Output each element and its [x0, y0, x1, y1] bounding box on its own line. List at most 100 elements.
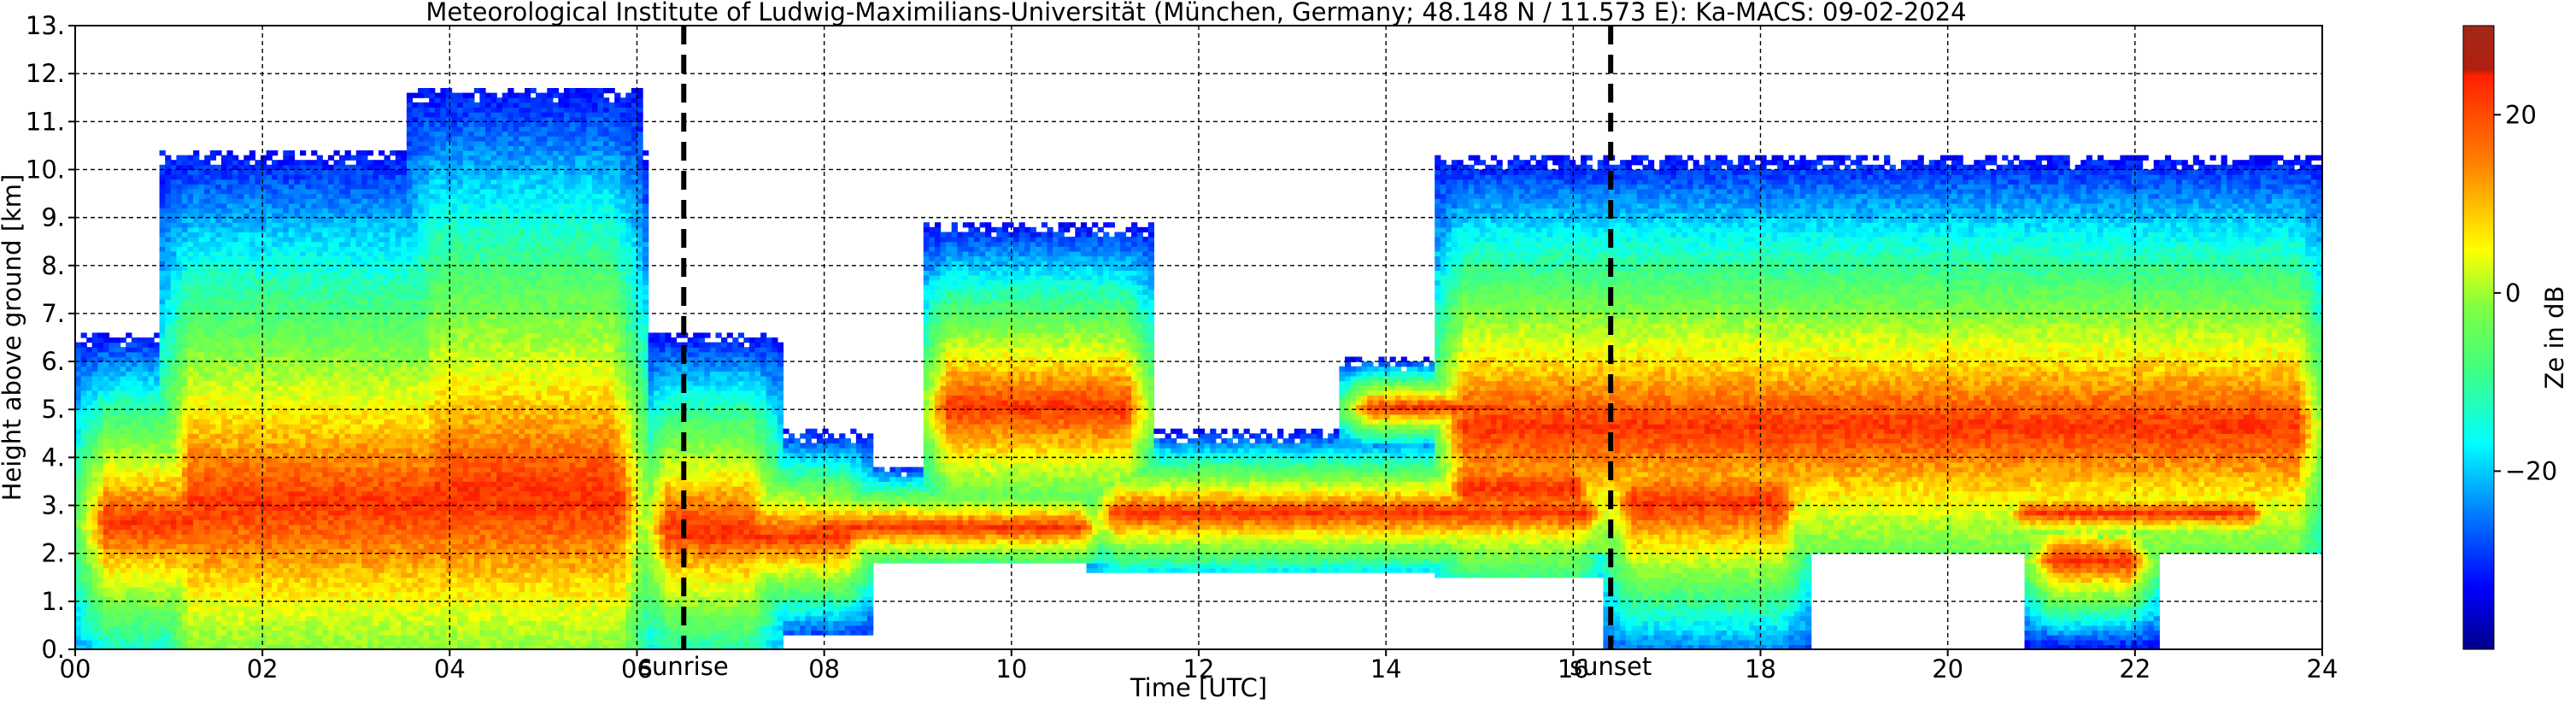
heatmap-cell — [272, 443, 278, 449]
heatmap-cell — [97, 438, 103, 443]
heatmap-cell — [311, 251, 317, 256]
heatmap-cell — [188, 635, 194, 640]
heatmap-cell — [176, 314, 182, 319]
heatmap-cell — [289, 323, 295, 328]
heatmap-cell — [165, 491, 171, 496]
heatmap-cell — [160, 482, 166, 487]
heatmap-cell — [204, 620, 210, 625]
heatmap-cell — [244, 203, 249, 208]
heatmap-cell — [267, 578, 273, 583]
heatmap-cell — [75, 424, 81, 429]
heatmap-cell — [272, 242, 278, 247]
heatmap-cell — [289, 184, 295, 189]
heatmap-cell — [255, 347, 261, 352]
heatmap-cell — [361, 295, 367, 300]
heatmap-cell — [272, 607, 278, 612]
heatmap-cell — [103, 515, 109, 520]
heatmap-cell — [249, 616, 255, 621]
heatmap-cell — [176, 631, 182, 636]
heatmap-cell — [160, 515, 166, 520]
heatmap-cell — [86, 438, 92, 443]
heatmap-cell — [294, 227, 300, 232]
heatmap-cell — [306, 266, 312, 271]
heatmap-cell — [86, 530, 92, 535]
heatmap-cell — [210, 332, 216, 337]
heatmap-cell — [215, 314, 221, 319]
heatmap-cell — [199, 170, 205, 175]
heatmap-cell — [227, 385, 233, 390]
heatmap-cell — [317, 367, 323, 372]
heatmap-cell — [137, 491, 143, 496]
heatmap-cell — [311, 347, 317, 352]
heatmap-cell — [244, 332, 249, 337]
heatmap-cell — [92, 414, 98, 419]
heatmap-cell — [86, 385, 92, 390]
heatmap-cell — [232, 414, 238, 419]
heatmap-cell — [278, 218, 284, 223]
heatmap-cell — [204, 534, 210, 539]
heatmap-cell — [149, 462, 155, 467]
heatmap-cell — [322, 568, 328, 573]
heatmap-cell — [334, 582, 340, 587]
heatmap-cell — [249, 251, 255, 256]
heatmap-cell — [160, 290, 166, 295]
heatmap-cell — [261, 299, 267, 304]
heatmap-cell — [317, 155, 323, 161]
heatmap-cell — [215, 631, 221, 636]
heatmap-cell — [126, 534, 132, 539]
heatmap-cell — [238, 381, 244, 386]
heatmap-cell — [322, 170, 328, 175]
heatmap-cell — [126, 352, 132, 357]
heatmap-cell — [109, 496, 114, 501]
heatmap-cell — [137, 640, 143, 645]
heatmap-cell — [221, 419, 227, 425]
heatmap-cell — [356, 299, 362, 304]
heatmap-cell — [204, 337, 210, 343]
heatmap-cell — [278, 554, 284, 559]
heatmap-cell — [261, 189, 267, 194]
heatmap-cell — [210, 208, 216, 213]
heatmap-cell — [204, 429, 210, 434]
heatmap-cell — [300, 592, 306, 597]
heatmap-cell — [182, 179, 188, 185]
heatmap-cell — [215, 544, 221, 549]
heatmap-cell — [350, 525, 356, 530]
heatmap-cell — [165, 568, 171, 573]
heatmap-cell — [317, 510, 323, 515]
heatmap-cell — [182, 601, 188, 607]
heatmap-cell — [204, 222, 210, 227]
heatmap-cell — [97, 367, 103, 372]
heatmap-cell — [137, 376, 143, 381]
heatmap-cell — [289, 160, 295, 165]
heatmap-cell — [356, 227, 362, 232]
heatmap-cell — [283, 477, 289, 482]
heatmap-cell — [244, 582, 249, 587]
heatmap-cell — [306, 519, 312, 525]
heatmap-cell — [75, 539, 81, 544]
heatmap-cell — [317, 587, 323, 592]
heatmap-cell — [210, 270, 216, 275]
heatmap-cell — [267, 429, 273, 434]
heatmap-cell — [311, 352, 317, 357]
heatmap-cell — [294, 367, 300, 372]
heatmap-cell — [350, 568, 356, 573]
heatmap-cell — [367, 251, 373, 256]
heatmap-cell — [215, 280, 221, 285]
heatmap-cell — [176, 601, 182, 607]
heatmap-cell — [367, 395, 373, 400]
heatmap-cell — [361, 409, 367, 414]
heatmap-cell — [182, 299, 188, 304]
heatmap-cell — [215, 381, 221, 386]
heatmap-cell — [311, 208, 317, 213]
heatmap-cell — [300, 319, 306, 324]
heatmap-cell — [339, 155, 345, 161]
heatmap-cell — [311, 270, 317, 275]
heatmap-cell — [249, 572, 255, 578]
heatmap-cell — [361, 429, 367, 434]
heatmap-cell — [204, 400, 210, 405]
heatmap-cell — [126, 491, 132, 496]
heatmap-cell — [328, 328, 334, 333]
heatmap-cell — [238, 433, 244, 438]
heatmap-cell — [356, 150, 362, 155]
heatmap-cell — [120, 530, 126, 535]
